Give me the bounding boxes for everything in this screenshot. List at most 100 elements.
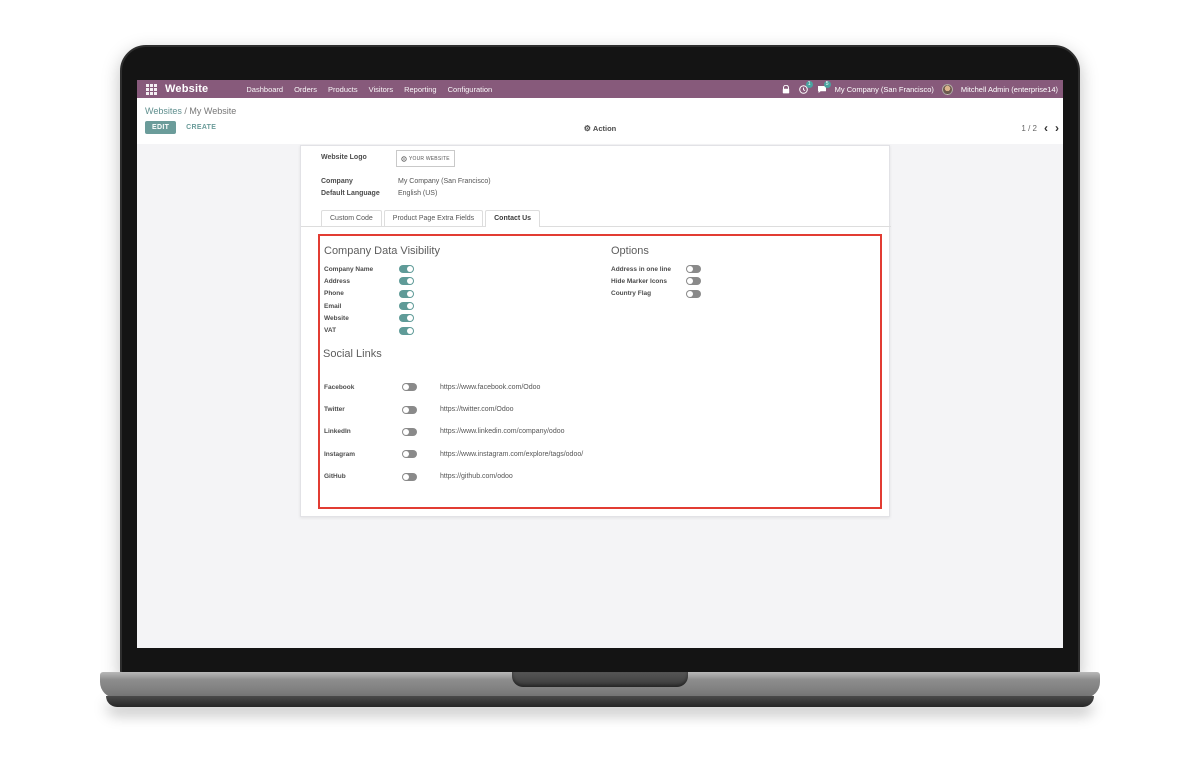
toggle-phone[interactable]: [399, 289, 414, 298]
toggle-hide-marker-icons[interactable]: [686, 277, 701, 286]
toggle-knob: [407, 278, 413, 285]
logo-text: YOUR WEBSITE: [409, 155, 450, 162]
visibility-section-title: Company Data Visibility: [324, 245, 440, 257]
setting-label: LinkedIn: [324, 428, 351, 436]
create-button[interactable]: CREATE: [186, 124, 217, 131]
toggle-knob: [403, 406, 409, 413]
toggle-facebook[interactable]: [402, 383, 417, 392]
website-logo-label: Website Logo: [321, 154, 367, 161]
pager-prev-icon[interactable]: ‹: [1044, 121, 1048, 135]
toggle-knob: [407, 315, 413, 322]
setting-row-twitter: Twitter https://twitter.com/Odoo: [324, 398, 744, 420]
toggle-twitter[interactable]: [402, 405, 417, 414]
setting-row-phone: Phone: [324, 288, 444, 300]
messages-icon[interactable]: 5: [817, 81, 831, 94]
social-url-facebook: https://www.facebook.com/Odoo: [440, 383, 541, 391]
toggle-knob: [407, 290, 413, 297]
default-language-value: English (US): [398, 190, 438, 197]
company-label: Company: [321, 178, 353, 185]
setting-label: VAT: [324, 327, 337, 335]
toggle-company-name[interactable]: [399, 265, 414, 274]
toggle-website[interactable]: [399, 314, 414, 323]
breadcrumb-websites-link[interactable]: Websites: [145, 106, 182, 116]
tab-custom-code[interactable]: Custom Code: [321, 210, 382, 226]
default-language-label: Default Language: [321, 190, 380, 197]
notebook-tabs: Custom Code Product Page Extra Fields Cont…: [301, 209, 891, 227]
messages-badge: 5: [823, 81, 831, 88]
social-section-title: Social Links: [323, 348, 382, 360]
breadcrumb: Websites / My Website: [145, 106, 236, 116]
setting-row-address-in-one-line: Address in one line: [611, 263, 731, 275]
social-rows: Facebook https://www.facebook.com/Odoo Twi…: [324, 376, 744, 488]
activity-badge: 1: [805, 81, 813, 88]
setting-row-website: Website: [324, 312, 444, 324]
nav-menu-reporting[interactable]: Reporting: [404, 84, 437, 94]
toggle-knob: [687, 278, 693, 285]
setting-row-linkedin: LinkedIn https://www.linkedin.com/company…: [324, 421, 744, 443]
form-sheet: Website Logo YOUR WEBSITE Company My Com…: [300, 145, 891, 517]
tab-product-page-extra-fields[interactable]: Product Page Extra Fields: [383, 210, 484, 226]
company-switcher[interactable]: My Company (San Francisco): [834, 84, 934, 94]
pager: 1 / 2 ‹ ›: [1021, 121, 1059, 135]
social-url-linkedin: https://www.linkedin.com/company/odoo: [440, 428, 565, 436]
options-section-title: Options: [611, 245, 649, 257]
setting-label: Address in one line: [611, 265, 671, 273]
visibility-rows: Company Name Address Phone Email Website VAT: [324, 263, 444, 337]
social-url-github: https://github.com/odoo: [440, 473, 513, 481]
breadcrumb-separator: /: [181, 106, 190, 116]
setting-row-country-flag: Country Flag: [611, 288, 731, 300]
tab-contact-us[interactable]: Contact Us: [485, 210, 541, 227]
setting-label: Country Flag: [611, 290, 652, 298]
setting-label: Phone: [324, 290, 344, 298]
setting-label: Facebook: [324, 383, 355, 391]
apps-grid-icon[interactable]: [146, 83, 157, 95]
toggle-linkedin[interactable]: [402, 427, 417, 436]
nav-menu-visitors[interactable]: Visitors: [368, 84, 394, 94]
setting-row-facebook: Facebook https://www.facebook.com/Odoo: [324, 376, 744, 398]
options-rows: Address in one line Hide Marker Icons Coun…: [611, 263, 731, 300]
setting-row-company-name: Company Name: [324, 263, 444, 275]
toggle-knob: [407, 327, 413, 334]
setting-label: Email: [324, 302, 342, 310]
app-name[interactable]: Website: [165, 83, 209, 95]
toggle-knob: [403, 451, 409, 458]
setting-row-instagram: Instagram https://www.instagram.com/explo…: [324, 443, 744, 465]
toggle-address[interactable]: [399, 277, 414, 286]
setting-label: Address: [324, 277, 351, 285]
toggle-knob: [687, 290, 693, 297]
toggle-address-in-one-line[interactable]: [686, 265, 701, 274]
user-avatar[interactable]: [941, 83, 953, 95]
setting-label: GitHub: [324, 473, 346, 481]
company-value: My Company (San Francisco): [398, 178, 491, 185]
website-logo-field[interactable]: YOUR WEBSITE: [396, 150, 455, 167]
edit-button[interactable]: EDIT: [145, 121, 177, 134]
toggle-knob: [403, 384, 409, 391]
social-url-twitter: https://twitter.com/Odoo: [440, 406, 514, 414]
nav-menu-products[interactable]: Products: [328, 84, 358, 94]
setting-label: Instagram: [324, 450, 356, 458]
nav-menu-orders[interactable]: Orders: [294, 84, 318, 94]
gear-icon: ⚙: [583, 124, 591, 133]
toggle-vat[interactable]: [399, 326, 414, 335]
breadcrumb-current: My Website: [189, 106, 237, 116]
toggle-email[interactable]: [399, 302, 414, 311]
toggle-knob: [407, 303, 413, 310]
lock-icon[interactable]: [781, 84, 791, 94]
setting-label: Company Name: [324, 265, 374, 273]
toggle-github[interactable]: [402, 472, 417, 481]
action-menu[interactable]: ⚙ Action: [137, 124, 1063, 133]
toggle-knob: [687, 266, 693, 273]
toggle-knob: [403, 428, 409, 435]
laptop-hinge-notch: [512, 672, 688, 687]
toggle-knob: [403, 473, 409, 480]
activity-clock-icon[interactable]: 1: [799, 81, 813, 94]
pager-next-icon[interactable]: ›: [1055, 121, 1059, 135]
toggle-instagram[interactable]: [402, 450, 417, 459]
pager-count: 1 / 2: [1021, 123, 1037, 133]
setting-row-vat: VAT: [324, 324, 444, 336]
nav-menu-configuration[interactable]: Configuration: [447, 84, 493, 94]
toggle-country-flag[interactable]: [686, 289, 701, 298]
user-menu[interactable]: Mitchell Admin (enterprise14): [960, 84, 1058, 94]
nav-menu-dashboard[interactable]: Dashboard: [246, 84, 284, 94]
